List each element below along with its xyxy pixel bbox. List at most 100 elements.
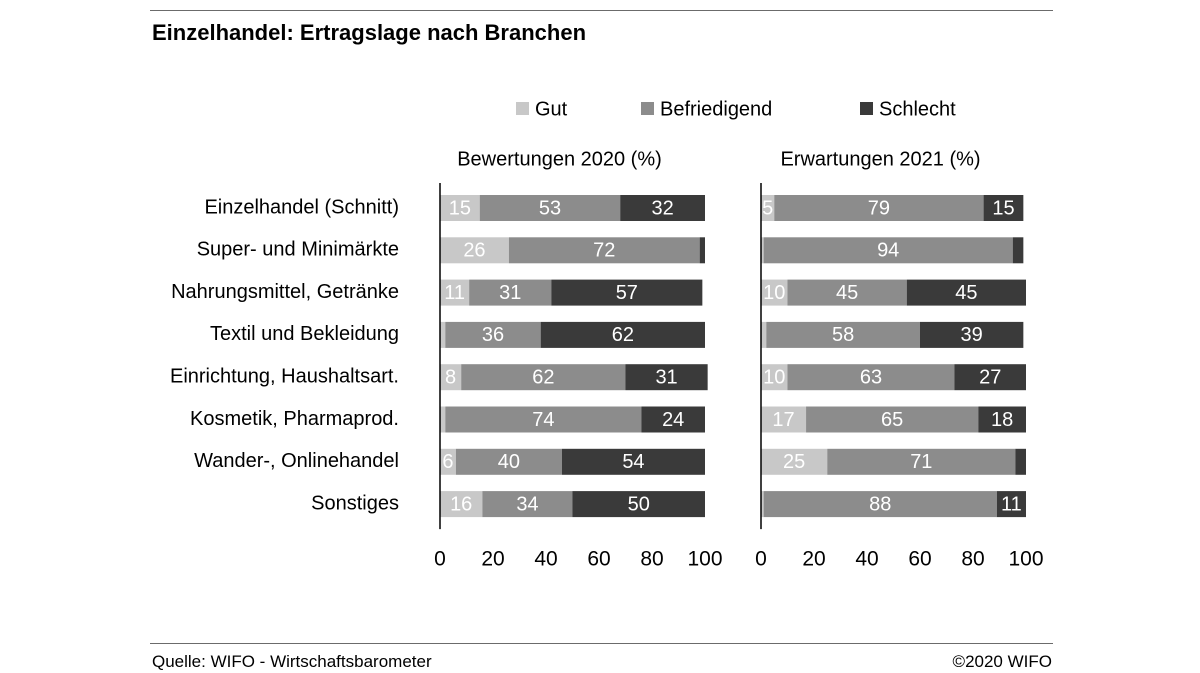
bar-segment <box>625 364 708 391</box>
data-label: 71 <box>910 451 932 473</box>
bar-segment <box>508 237 700 264</box>
x-tick-label: 40 <box>855 548 878 571</box>
legend-swatch <box>641 102 654 115</box>
data-label: 15 <box>992 197 1014 219</box>
bar-segment <box>787 364 955 391</box>
data-label: 8 <box>445 366 456 388</box>
data-label: 15 <box>449 197 471 219</box>
x-tick-label: 80 <box>640 548 663 571</box>
bar-segment <box>787 279 907 306</box>
bar-segment <box>761 491 764 518</box>
bar-segment <box>761 406 807 433</box>
bar-segment <box>763 491 997 518</box>
data-label: 34 <box>516 493 538 515</box>
data-label: 40 <box>498 451 520 473</box>
data-label: 5 <box>762 197 773 219</box>
bar-segment <box>996 491 1026 518</box>
bar-segment <box>761 195 775 221</box>
data-label: 16 <box>450 493 472 515</box>
bar-segment <box>461 364 626 391</box>
bar-segment <box>761 448 828 475</box>
bar-segment <box>440 237 509 264</box>
bar-segment <box>699 237 705 264</box>
bar-segment <box>469 279 552 306</box>
bar-segment <box>641 406 705 433</box>
bar-segment <box>774 195 984 221</box>
bar-segment <box>540 321 705 348</box>
category-label: Textil und Bekleidung <box>210 323 399 345</box>
panel-title: Bewertungen 2020 (%) <box>457 148 662 170</box>
x-tick-label: 100 <box>687 548 722 571</box>
chart-title: Einzelhandel: Ertragslage nach Branchen <box>152 20 587 45</box>
data-label: 11 <box>444 282 465 304</box>
category-label: Einrichtung, Haushaltsart. <box>170 365 399 387</box>
category-label: Super- und Minimärkte <box>197 239 399 261</box>
data-label: 36 <box>482 324 504 346</box>
bar-segment <box>479 195 621 221</box>
bar-segment <box>455 448 562 475</box>
bar-segment <box>561 448 705 475</box>
data-label: 65 <box>881 409 903 431</box>
data-label: 24 <box>662 409 684 431</box>
category-label: Kosmetik, Pharmaprod. <box>190 408 399 430</box>
legend-label: Schlecht <box>879 98 956 120</box>
bar-segment <box>440 279 470 306</box>
data-label: 27 <box>979 366 1001 388</box>
data-label: 17 <box>772 409 794 431</box>
x-tick-label: 20 <box>481 548 504 571</box>
data-label: 10 <box>763 366 785 388</box>
data-label: 58 <box>832 324 854 346</box>
bar-segment <box>440 491 483 518</box>
bar-segment <box>482 491 573 518</box>
bar-segment <box>983 195 1024 221</box>
category-label: Einzelhandel (Schnitt) <box>204 196 399 218</box>
data-label: 31 <box>499 282 521 304</box>
panel-title: Erwartungen 2021 (%) <box>780 148 980 170</box>
top-rule <box>150 10 1053 11</box>
bar-segment <box>761 279 788 306</box>
bar-segment <box>761 364 788 391</box>
bar-segment <box>763 237 1013 264</box>
x-tick-label: 0 <box>434 548 446 571</box>
bar-segment <box>1015 448 1026 475</box>
x-tick-label: 80 <box>961 548 984 571</box>
bar-segment <box>440 406 446 433</box>
data-label: 26 <box>463 240 485 262</box>
x-tick-label: 60 <box>587 548 610 571</box>
bar-segment <box>954 364 1026 391</box>
legend-label: Gut <box>535 98 568 120</box>
bar-segment <box>440 364 462 391</box>
bar-segment <box>440 195 480 221</box>
bar-segment <box>806 406 979 433</box>
x-tick-label: 100 <box>1008 548 1043 571</box>
bar-segment <box>906 279 1026 306</box>
data-label: 74 <box>532 409 554 431</box>
x-tick-label: 0 <box>755 548 767 571</box>
bar-segment <box>761 237 764 264</box>
x-tick-label: 60 <box>908 548 931 571</box>
data-label: 62 <box>612 324 634 346</box>
bar-segment <box>920 321 1024 348</box>
bar-segment <box>445 406 642 433</box>
data-label: 63 <box>860 366 882 388</box>
category-label: Nahrungsmittel, Getränke <box>171 281 399 303</box>
bar-segment <box>978 406 1026 433</box>
data-label: 53 <box>539 197 561 219</box>
legend-swatch <box>516 102 529 115</box>
bar-segment <box>1012 237 1024 264</box>
bar-segment <box>551 279 703 306</box>
bar-segment <box>572 491 705 518</box>
bar-segment <box>827 448 1016 475</box>
data-label: 6 <box>442 451 453 473</box>
data-label: 18 <box>991 409 1013 431</box>
x-tick-label: 40 <box>534 548 557 571</box>
data-label: 45 <box>836 282 858 304</box>
legend-swatch <box>860 102 873 115</box>
data-label: 39 <box>961 324 983 346</box>
bar-segment <box>440 321 446 348</box>
data-label: 88 <box>869 493 891 515</box>
bottom-rule <box>150 643 1053 644</box>
data-label: 57 <box>616 282 638 304</box>
data-label: 62 <box>532 366 554 388</box>
category-label: Wander-, Onlinehandel <box>194 450 399 472</box>
